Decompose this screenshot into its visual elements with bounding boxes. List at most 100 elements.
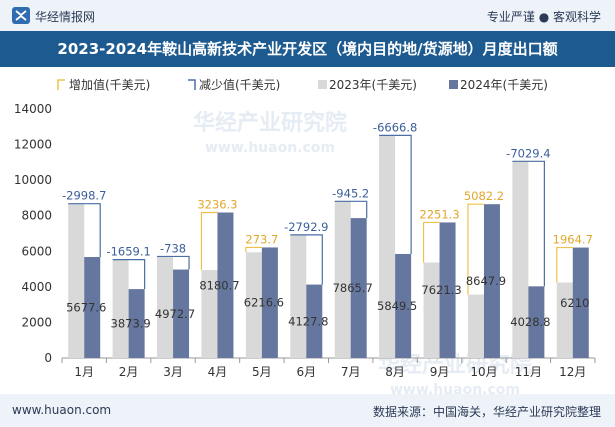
decrease-value-label: -7029.4 <box>506 146 550 160</box>
decrease-value-label: -1659.1 <box>106 245 150 259</box>
y-tick-label: 4000 <box>21 280 52 294</box>
legend-label: 减少值(千美元) <box>199 77 280 92</box>
legend-label: 2024年(千美元) <box>460 78 548 92</box>
increase-bracket <box>245 246 262 253</box>
value-label-2024: 8647.9 <box>466 274 506 288</box>
bar-2024 <box>528 286 545 358</box>
increase-value-label: 273.7 <box>245 232 278 246</box>
decrease-bracket <box>157 255 190 270</box>
value-label-2024: 4972.7 <box>155 307 195 321</box>
decrease-value-label: -6666.8 <box>373 120 417 134</box>
y-tick-label: 6000 <box>21 244 52 258</box>
y-tick-label: 14000 <box>14 102 52 116</box>
bar-2024 <box>217 212 234 358</box>
watermark-text: 华经产业研究院 <box>193 110 347 136</box>
value-label-2024: 4127.8 <box>288 314 328 328</box>
x-tick-label: 9月 <box>430 365 450 379</box>
decrease-value-label: -2998.7 <box>62 189 106 203</box>
bar-2024 <box>128 289 145 358</box>
increase-bracket <box>200 211 218 271</box>
increase-value-label: 1964.7 <box>553 233 593 247</box>
value-label-2024: 3873.9 <box>111 317 151 331</box>
y-tick-label: 12000 <box>14 138 52 152</box>
x-tick-label: 6月 <box>296 365 316 379</box>
x-tick-label: 3月 <box>163 365 183 379</box>
decrease-bracket <box>334 200 368 219</box>
legend-swatch-s24 <box>449 80 458 89</box>
legend-swatch-decrease <box>188 79 196 90</box>
bar-2023 <box>68 203 85 358</box>
value-label-2024: 6210 <box>560 296 589 310</box>
decrease-value-label: -2792.9 <box>284 220 328 234</box>
bar-2024 <box>572 247 589 358</box>
x-tick-label: 8月 <box>385 365 405 379</box>
bar-2023 <box>512 161 529 358</box>
bar-2023 <box>379 135 396 358</box>
x-tick-label: 1月 <box>74 365 94 379</box>
bars <box>68 134 589 358</box>
top-header-bar: 华经情报网 专业严谨 ● 客观科学 <box>0 0 615 31</box>
bar-2024 <box>173 269 190 358</box>
bar-2023 <box>334 201 351 358</box>
value-label-2024: 7865.7 <box>333 281 373 295</box>
bar-2023 <box>245 252 262 358</box>
bar-2024 <box>306 284 323 358</box>
legend-swatch-s23 <box>318 80 327 89</box>
value-label-2024: 4028.8 <box>510 315 550 329</box>
increase-bracket <box>422 221 440 263</box>
x-tick-label: 10月 <box>470 365 497 379</box>
increase-value-label: 3236.3 <box>197 198 237 212</box>
watermark-url: www.huaon.com <box>205 140 335 156</box>
x-tick-label: 5月 <box>252 365 272 379</box>
site-tagline: 专业严谨 ● 客观科学 <box>486 10 601 24</box>
axes: 0 2000 4000 6000 8000 10000 12000 14000 1月 2月 3月 4月… <box>14 102 596 379</box>
y-tick-label: 8000 <box>21 209 52 223</box>
decrease-bracket <box>68 203 101 258</box>
decrease-value-label: -945.2 <box>332 186 369 200</box>
chart-title-bar: 2023-2024年鞍山高新技术产业开发区（境内目的地/货源地）月度出口额 <box>0 31 615 67</box>
bar-2023 <box>556 282 573 358</box>
legend: 增加值(千美元) 减少值(千美元) 2023年(千美元) 2024年(千美元) <box>57 77 548 92</box>
value-label-2024: 5677.6 <box>66 301 106 315</box>
x-tick-label: 11月 <box>515 365 542 379</box>
footer-website[interactable]: www.huaon.com <box>12 403 112 417</box>
bar-2023 <box>112 259 129 358</box>
value-label-2024: 5849.5 <box>377 299 417 313</box>
decrease-bracket <box>379 134 412 254</box>
legend-label: 2023年(千美元) <box>329 78 417 92</box>
y-tick-label: 0 <box>44 351 52 365</box>
value-label-2024: 8180.7 <box>199 278 239 292</box>
chart: 华经产业研究院www.huaon.com华经产业研究院www.huaon.com… <box>14 77 596 394</box>
y-tick-label: 2000 <box>21 315 52 329</box>
y-tick-label: 10000 <box>14 173 52 187</box>
watermark-url: www.huaon.com <box>390 382 520 394</box>
x-tick-label: 7月 <box>341 365 361 379</box>
bar-2023 <box>423 262 440 358</box>
bar-2024 <box>395 253 412 358</box>
value-label-2024: 6216.6 <box>244 296 284 310</box>
bar-2023 <box>290 234 307 358</box>
decrease-bracket <box>290 234 323 285</box>
x-tick-label: 4月 <box>208 365 228 379</box>
bar-2023 <box>201 270 218 358</box>
footer-bar: www.huaon.com 数据来源：中国海关，华经产业研究院整理 <box>0 394 615 427</box>
decrease-bracket <box>112 258 146 290</box>
data-labels: -2998.7 5677.6 -1659.1 3873.9 -738 4972.7 3236… <box>62 120 593 330</box>
bar-2024 <box>483 204 500 358</box>
decrease-value-label: -738 <box>160 241 186 255</box>
x-tick-label: 12月 <box>559 365 586 379</box>
x-tick-label: 2月 <box>119 365 139 379</box>
data-source-note: 数据来源：中国海关，华经产业研究院整理 <box>372 405 601 419</box>
increase-bracket <box>556 246 573 283</box>
increase-value-label: 5082.2 <box>464 189 504 203</box>
decrease-bracket <box>512 160 545 287</box>
increase-value-label: 2251.3 <box>419 207 459 221</box>
bar-2024 <box>84 257 101 358</box>
chart-title: 2023-2024年鞍山高新技术产业开发区（境内目的地/货源地）月度出口额 <box>57 40 558 58</box>
bar-2024 <box>439 222 456 358</box>
site-name: 华经情报网 <box>35 10 96 24</box>
legend-swatch-increase <box>57 79 65 90</box>
legend-label: 增加值(千美元) <box>69 77 150 92</box>
